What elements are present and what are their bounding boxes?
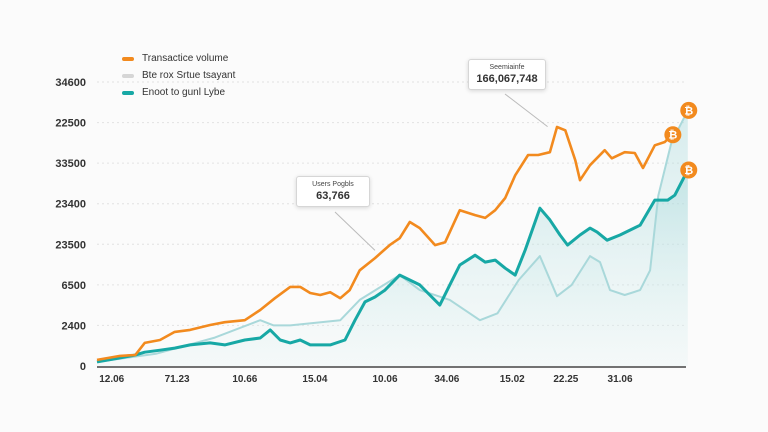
bitcoin-icon xyxy=(680,101,698,119)
y-tick-label: 0 xyxy=(80,361,86,373)
legend-item[interactable]: Transactice volume xyxy=(122,50,235,67)
bitcoin-symbol: ₿ xyxy=(684,164,693,177)
tooltip-users: Users Pogbls 63,766 xyxy=(296,176,370,207)
legend-item[interactable]: Bte rox Srtue tsayant xyxy=(122,67,235,84)
x-tick-label: 22.25 xyxy=(553,374,578,385)
bitcoin-icon xyxy=(664,126,682,144)
tooltip-value: 166,067,748 xyxy=(476,73,538,85)
tooltip-volume: Seemiainfe 166,067,748 xyxy=(468,59,546,90)
y-tick-label: 2400 xyxy=(62,320,86,332)
bitcoin-symbol: ₿ xyxy=(668,129,677,142)
series-line-grey xyxy=(96,109,689,363)
y-tick-label: 23500 xyxy=(55,239,86,251)
y-tick-label: 6500 xyxy=(62,280,86,292)
x-tick-label: 15.04 xyxy=(302,374,327,385)
x-tick-label: 10.06 xyxy=(373,374,398,385)
series-line-orange xyxy=(96,125,673,362)
series-area xyxy=(97,170,688,366)
legend-label: Transactice volume xyxy=(142,53,229,64)
legend-label: Bte rox Srtue tsayant xyxy=(142,70,236,81)
x-tick-label: 71.23 xyxy=(165,374,190,385)
bitcoin-icon xyxy=(680,161,698,179)
x-tick-label: 15.02 xyxy=(500,374,525,385)
series-line-teal xyxy=(96,169,690,364)
bitcoin-symbol: ₿ xyxy=(684,104,693,117)
y-tick-label: 34600 xyxy=(55,77,86,89)
y-tick-label: 22500 xyxy=(55,118,86,130)
tooltip-title: Seemiainfe xyxy=(489,64,525,71)
tooltip-title: Users Pogbls xyxy=(312,181,354,188)
legend-swatch xyxy=(122,56,134,61)
tooltip-value: 63,766 xyxy=(316,190,350,202)
annotation-pointer xyxy=(504,93,548,128)
legend-label: Enoot to gunl Lybe xyxy=(142,87,226,98)
legend: Transactice volume Bte rox Srtue tsayant… xyxy=(122,50,235,101)
legend-swatch xyxy=(122,90,134,95)
x-tick-label: 34.06 xyxy=(434,374,459,385)
x-tick-label: 12.06 xyxy=(99,374,124,385)
legend-item[interactable]: Enoot to gunl Lybe xyxy=(122,84,235,101)
y-tick-label: 33500 xyxy=(55,158,86,170)
annotation-pointer xyxy=(334,211,376,251)
x-tick-label: 31.06 xyxy=(608,374,633,385)
legend-swatch xyxy=(122,73,134,78)
x-tick-label: 10.66 xyxy=(232,374,257,385)
y-tick-label: 23400 xyxy=(55,199,86,211)
